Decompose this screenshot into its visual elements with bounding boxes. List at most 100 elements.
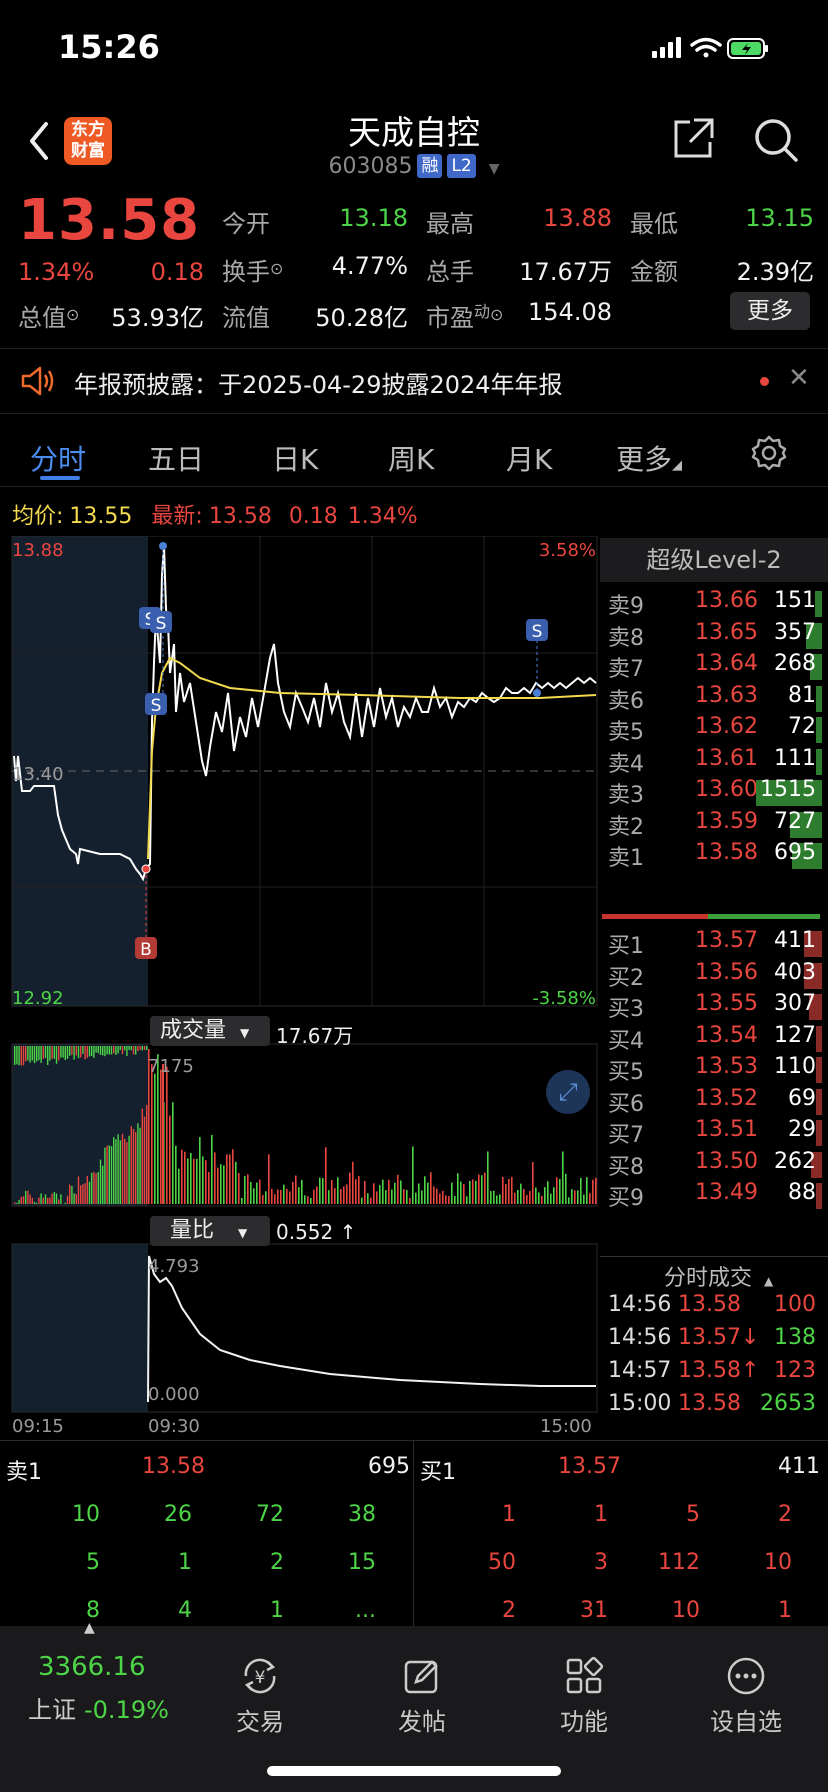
- volume-bar: [592, 1179, 594, 1204]
- avg-price-line: 均价: 13.55 最新: 13.58 0.18 1.34%: [12, 504, 418, 529]
- volume-bar: [27, 1046, 29, 1061]
- queue-ask-price: 13.58: [142, 1454, 205, 1479]
- depth-volume-bar: [816, 1057, 822, 1083]
- trade-volume: 138: [774, 1325, 816, 1350]
- trades-title[interactable]: 分时成交 ▲: [664, 1266, 774, 1291]
- depth-level-label: 买9: [608, 1186, 644, 1211]
- trade-time: 14:56: [608, 1325, 672, 1350]
- volume-bar: [247, 1174, 249, 1204]
- volume-bar: [181, 1149, 183, 1204]
- volume-indicator-dropdown[interactable]: 成交量 ▼: [150, 1016, 270, 1046]
- volume-bar: [16, 1046, 18, 1065]
- volume-bar: [71, 1046, 73, 1055]
- volume-bar: [75, 1046, 77, 1056]
- tab-five-day[interactable]: 五日: [148, 443, 205, 476]
- volume-bar: [400, 1180, 402, 1204]
- back-icon[interactable]: [26, 120, 52, 162]
- tab-monthly-k[interactable]: 月K: [506, 443, 553, 476]
- volume-bar: [511, 1176, 513, 1204]
- trade-price: 13.57↓: [678, 1325, 760, 1350]
- bottom-tab-bar: ▲ 3366.16 上证 -0.19% ¥ 交易 发帖 功能 设自选: [0, 1620, 828, 1792]
- tab-trade[interactable]: ¥ 交易: [210, 1656, 310, 1737]
- stock-code-row[interactable]: 603085 融 L2 ▼: [0, 154, 828, 179]
- volume-bar: [331, 1180, 333, 1204]
- turnover-value: 4.77%: [331, 252, 408, 280]
- volume-bar: [304, 1195, 306, 1204]
- stock-header: 东方 财富 天成自控 603085 融 L2 ▼: [0, 100, 828, 190]
- volume-bar: [49, 1197, 51, 1204]
- share-icon[interactable]: [670, 116, 716, 162]
- volume-bar: [271, 1188, 273, 1204]
- tab-more[interactable]: 更多◢: [616, 443, 683, 476]
- ratio-indicator-dropdown[interactable]: 量比 ▼: [150, 1216, 270, 1246]
- volume-bar: [520, 1183, 522, 1204]
- settings-gear-icon[interactable]: [750, 434, 788, 472]
- unread-dot: [760, 377, 769, 386]
- announcement-bar[interactable]: 年报预披露：于2025-04-29披露2024年年报 ✕: [0, 348, 828, 414]
- pct-max-label: 3.58%: [538, 540, 596, 561]
- stock-code: 603085: [328, 154, 413, 179]
- volume-bar: [343, 1186, 345, 1204]
- level2-title[interactable]: 超级Level-2: [600, 538, 828, 582]
- volume-bar: [119, 1046, 121, 1050]
- intraday-chart[interactable]: BSSSS 13.88 13.40 12.92 3.58% -3.58% 成交量…: [0, 536, 600, 1437]
- status-icons: [652, 37, 768, 59]
- volume-bar: [301, 1179, 303, 1204]
- status-time: 15:26: [58, 28, 160, 66]
- depth-level-volume: 29: [788, 1117, 816, 1142]
- volume-bar: [20, 1046, 22, 1066]
- depth-level-price: 13.54: [695, 1022, 758, 1048]
- tab-intraday[interactable]: 分时: [30, 443, 87, 476]
- tab-weekly-k[interactable]: 周K: [388, 443, 435, 476]
- info-icon: ⊙: [490, 305, 504, 324]
- volume-bar: [42, 1046, 44, 1059]
- queue-order-size: 112: [658, 1550, 700, 1575]
- signal-icon: [652, 37, 681, 58]
- last-price: 13.58: [18, 188, 201, 253]
- volume-bar: [162, 1064, 164, 1204]
- volume-bar: [154, 1073, 156, 1204]
- volume-bar: [58, 1199, 60, 1204]
- volume-bar: [33, 1046, 36, 1064]
- volume-bar: [373, 1183, 375, 1204]
- depth-level-label: 买8: [608, 1154, 644, 1180]
- volume-bar: [22, 1196, 25, 1204]
- queue-order-size: 5: [686, 1502, 700, 1527]
- volume-bar: [44, 1194, 47, 1204]
- depth-level-volume: 403: [774, 959, 816, 985]
- home-indicator: [267, 1766, 561, 1776]
- y-mid-label: 13.40: [12, 764, 64, 785]
- queue-order-size: 10: [764, 1550, 792, 1575]
- volume-bar: [55, 1046, 58, 1064]
- close-icon[interactable]: ✕: [788, 363, 810, 393]
- volume-bar: [496, 1195, 498, 1204]
- tab-post[interactable]: 发帖: [372, 1656, 472, 1737]
- tab-watchlist[interactable]: 设自选: [696, 1656, 796, 1737]
- volume-bar: [77, 1046, 80, 1059]
- depth-level-volume: 72: [788, 714, 816, 739]
- volume-bar: [141, 1046, 143, 1051]
- depth-level-volume: 268: [774, 651, 816, 676]
- stock-name: 天成自控: [348, 113, 480, 152]
- search-icon[interactable]: [752, 116, 800, 164]
- volume-bar: [412, 1146, 414, 1204]
- queue-order-size: 72: [256, 1502, 284, 1527]
- more-button[interactable]: 更多: [730, 292, 810, 330]
- volume-bar: [244, 1175, 246, 1204]
- queue-order-size: ...: [355, 1598, 376, 1623]
- depth-level-volume: 81: [788, 682, 816, 708]
- panel-border: [11, 1243, 598, 1413]
- depth-level-volume: 727: [774, 808, 816, 834]
- tab-functions[interactable]: 功能: [534, 1656, 634, 1737]
- volume-bar: [220, 1164, 222, 1204]
- trade-row: 14:56 13.57↓ 138: [600, 1325, 822, 1361]
- depth-level-label: 买4: [608, 1028, 644, 1054]
- index-widget[interactable]: 3366.16: [36, 1652, 146, 1682]
- depth-level-volume: 1515: [760, 777, 816, 802]
- volume-bar: [448, 1196, 450, 1204]
- tab-daily-k[interactable]: 日K: [272, 443, 319, 476]
- volume-ratio-line: [147, 1255, 596, 1403]
- volume-bar: [502, 1176, 504, 1204]
- expand-icon[interactable]: ⤢: [546, 1070, 590, 1114]
- volume-bar: [286, 1188, 288, 1204]
